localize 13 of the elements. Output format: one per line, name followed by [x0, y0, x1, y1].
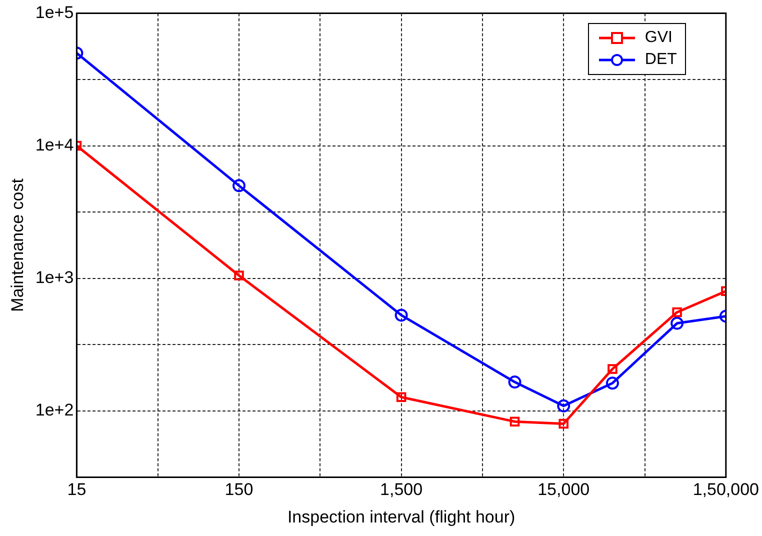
legend-label: GVI	[644, 29, 672, 48]
x-tick-label: 1,50,000	[692, 480, 760, 500]
x-axis-title: Inspection interval (flight hour)	[287, 507, 516, 526]
x-tick-label: 15	[67, 480, 86, 500]
y-axis-title: Maintenance cost	[8, 178, 27, 312]
y-tick-label: 1e+4	[35, 135, 74, 154]
x-tick-label: 1,500	[380, 480, 423, 500]
legend-label: DET	[644, 51, 677, 70]
x-tick-label: 15,000	[538, 480, 590, 500]
y-tick-label: 1e+5	[35, 2, 74, 22]
y-tick-label: 1e+3	[35, 268, 74, 288]
x-tick-label: 150	[224, 480, 254, 500]
y-tick-label: 1e+2	[35, 400, 74, 420]
